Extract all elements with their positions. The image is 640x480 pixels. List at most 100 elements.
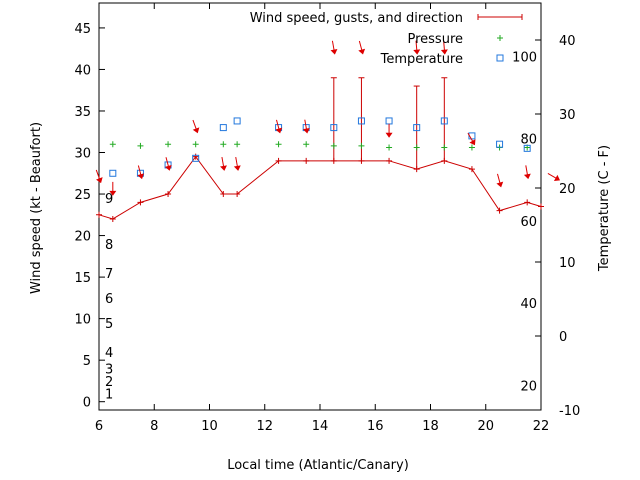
arrow-shaft [95, 169, 101, 180]
legend-label: Temperature [380, 52, 463, 67]
temperature-point [109, 169, 117, 177]
beaufort-label: 4 [105, 346, 113, 361]
wind-point [524, 199, 531, 206]
x-tick-label: 6 [95, 419, 103, 434]
temperature-point [330, 124, 338, 132]
wind-direction-arrow [137, 165, 145, 180]
arrow-shaft [221, 157, 225, 168]
arrow-head [385, 132, 393, 138]
arrow-head [192, 127, 200, 134]
y-tick-label-right: 40 [559, 34, 576, 49]
arrow-shaft [304, 119, 308, 130]
arrow-head [358, 48, 366, 55]
wind-direction-arrow [467, 132, 476, 146]
y-tick-label-left: 40 [74, 63, 91, 78]
pressure-point [275, 141, 282, 148]
pressure-point [234, 141, 241, 148]
y-tick-label-left: 30 [74, 147, 91, 162]
arrow-shaft [235, 157, 238, 168]
legend-label: Wind speed, gusts, and direction [250, 11, 463, 26]
temperature-point [192, 154, 200, 162]
wind-direction-arrow [302, 119, 310, 134]
y-tick-label-right: 0 [559, 330, 567, 345]
pressure-point [137, 142, 144, 149]
temperature-point [496, 140, 504, 148]
wind-point [165, 191, 172, 198]
wind-direction-arrow [233, 157, 241, 171]
y-tick-label-right: 10 [559, 256, 576, 271]
wind-point [137, 199, 144, 206]
wind-direction-arrow [95, 169, 103, 184]
fahrenheit-label: 40 [520, 297, 537, 312]
arrow-shaft [497, 173, 501, 184]
arrow-shaft [276, 119, 280, 130]
arrow-head [275, 127, 283, 134]
legend-swatch-pressure [497, 35, 503, 41]
wind-point [386, 157, 393, 164]
y-tick-label-left: 45 [74, 22, 91, 37]
chart-frame [98, 2, 542, 411]
wind-speed-line [98, 155, 542, 220]
axes: 6 8 10 12 14 16 18 20 22051015202530354045-10010… [74, 3, 580, 434]
wind-point [496, 207, 503, 214]
wind-point [192, 153, 199, 160]
arrow-head [109, 190, 117, 196]
y-tick-label-left: 35 [74, 105, 91, 120]
wind-direction-arrow [275, 119, 283, 134]
temperature-point [385, 117, 393, 125]
legend-label: Pressure [407, 32, 463, 47]
arrow-head [137, 173, 145, 180]
x-tick-label: 20 [477, 419, 494, 434]
fahrenheit-label: 20 [520, 379, 537, 394]
y-tick-label-left: 15 [74, 271, 91, 286]
fahrenheit-label: 60 [520, 215, 537, 230]
beaufort-label: 9 [105, 192, 113, 207]
y-tick-label-right: -10 [559, 404, 580, 419]
arrow-head [553, 174, 561, 181]
fahrenheit-label: 100 [512, 50, 537, 65]
wind-point [468, 166, 475, 173]
arrow-head [220, 165, 227, 171]
arrow-head [233, 165, 241, 171]
y-tick-label-left: 5 [83, 354, 91, 369]
pressure-point [468, 144, 475, 151]
arrow-shaft [415, 40, 418, 51]
wind-point [234, 191, 241, 198]
wind-direction-arrow [440, 40, 448, 55]
arrow-shaft [165, 157, 170, 168]
temperature-point [468, 132, 476, 140]
wind-point [109, 215, 116, 222]
wind-direction-arrow [109, 181, 117, 196]
beaufort-label: 8 [105, 238, 113, 253]
x-axis-label: Local time (Atlantic/Canary) [227, 458, 409, 473]
wind-direction-arrows [95, 40, 561, 196]
arrow-head [302, 127, 310, 134]
arrow-shaft [443, 40, 445, 51]
x-tick-label: 22 [533, 419, 550, 434]
x-tick-label: 8 [150, 419, 158, 434]
wind-direction-arrow [164, 157, 172, 171]
arrow-shaft [547, 172, 557, 179]
arrow-head [469, 139, 476, 146]
wind-point [96, 211, 102, 218]
wind-direction-arrow [358, 40, 366, 55]
pressure-point [220, 141, 227, 148]
temperature-point [233, 117, 241, 125]
wind-direction-arrow [192, 119, 200, 134]
legend-swatch-temperature [496, 54, 504, 62]
y-tick-label-left: 0 [83, 396, 91, 411]
temperature-point [440, 117, 448, 125]
arrow-shaft [358, 40, 363, 51]
arrow-head [440, 49, 448, 55]
arrow-head [523, 173, 531, 180]
temperature-point [219, 124, 227, 132]
wind-direction-arrow [220, 157, 227, 171]
arrow-shaft [137, 165, 142, 176]
pressure-point [413, 144, 420, 151]
legend: Wind speed, gusts, and direction Pressure… [250, 11, 523, 67]
arrow-shaft [467, 132, 474, 143]
beaufort-label: 1 [105, 387, 113, 402]
wind-point [303, 157, 310, 164]
temperature-point [413, 124, 421, 132]
